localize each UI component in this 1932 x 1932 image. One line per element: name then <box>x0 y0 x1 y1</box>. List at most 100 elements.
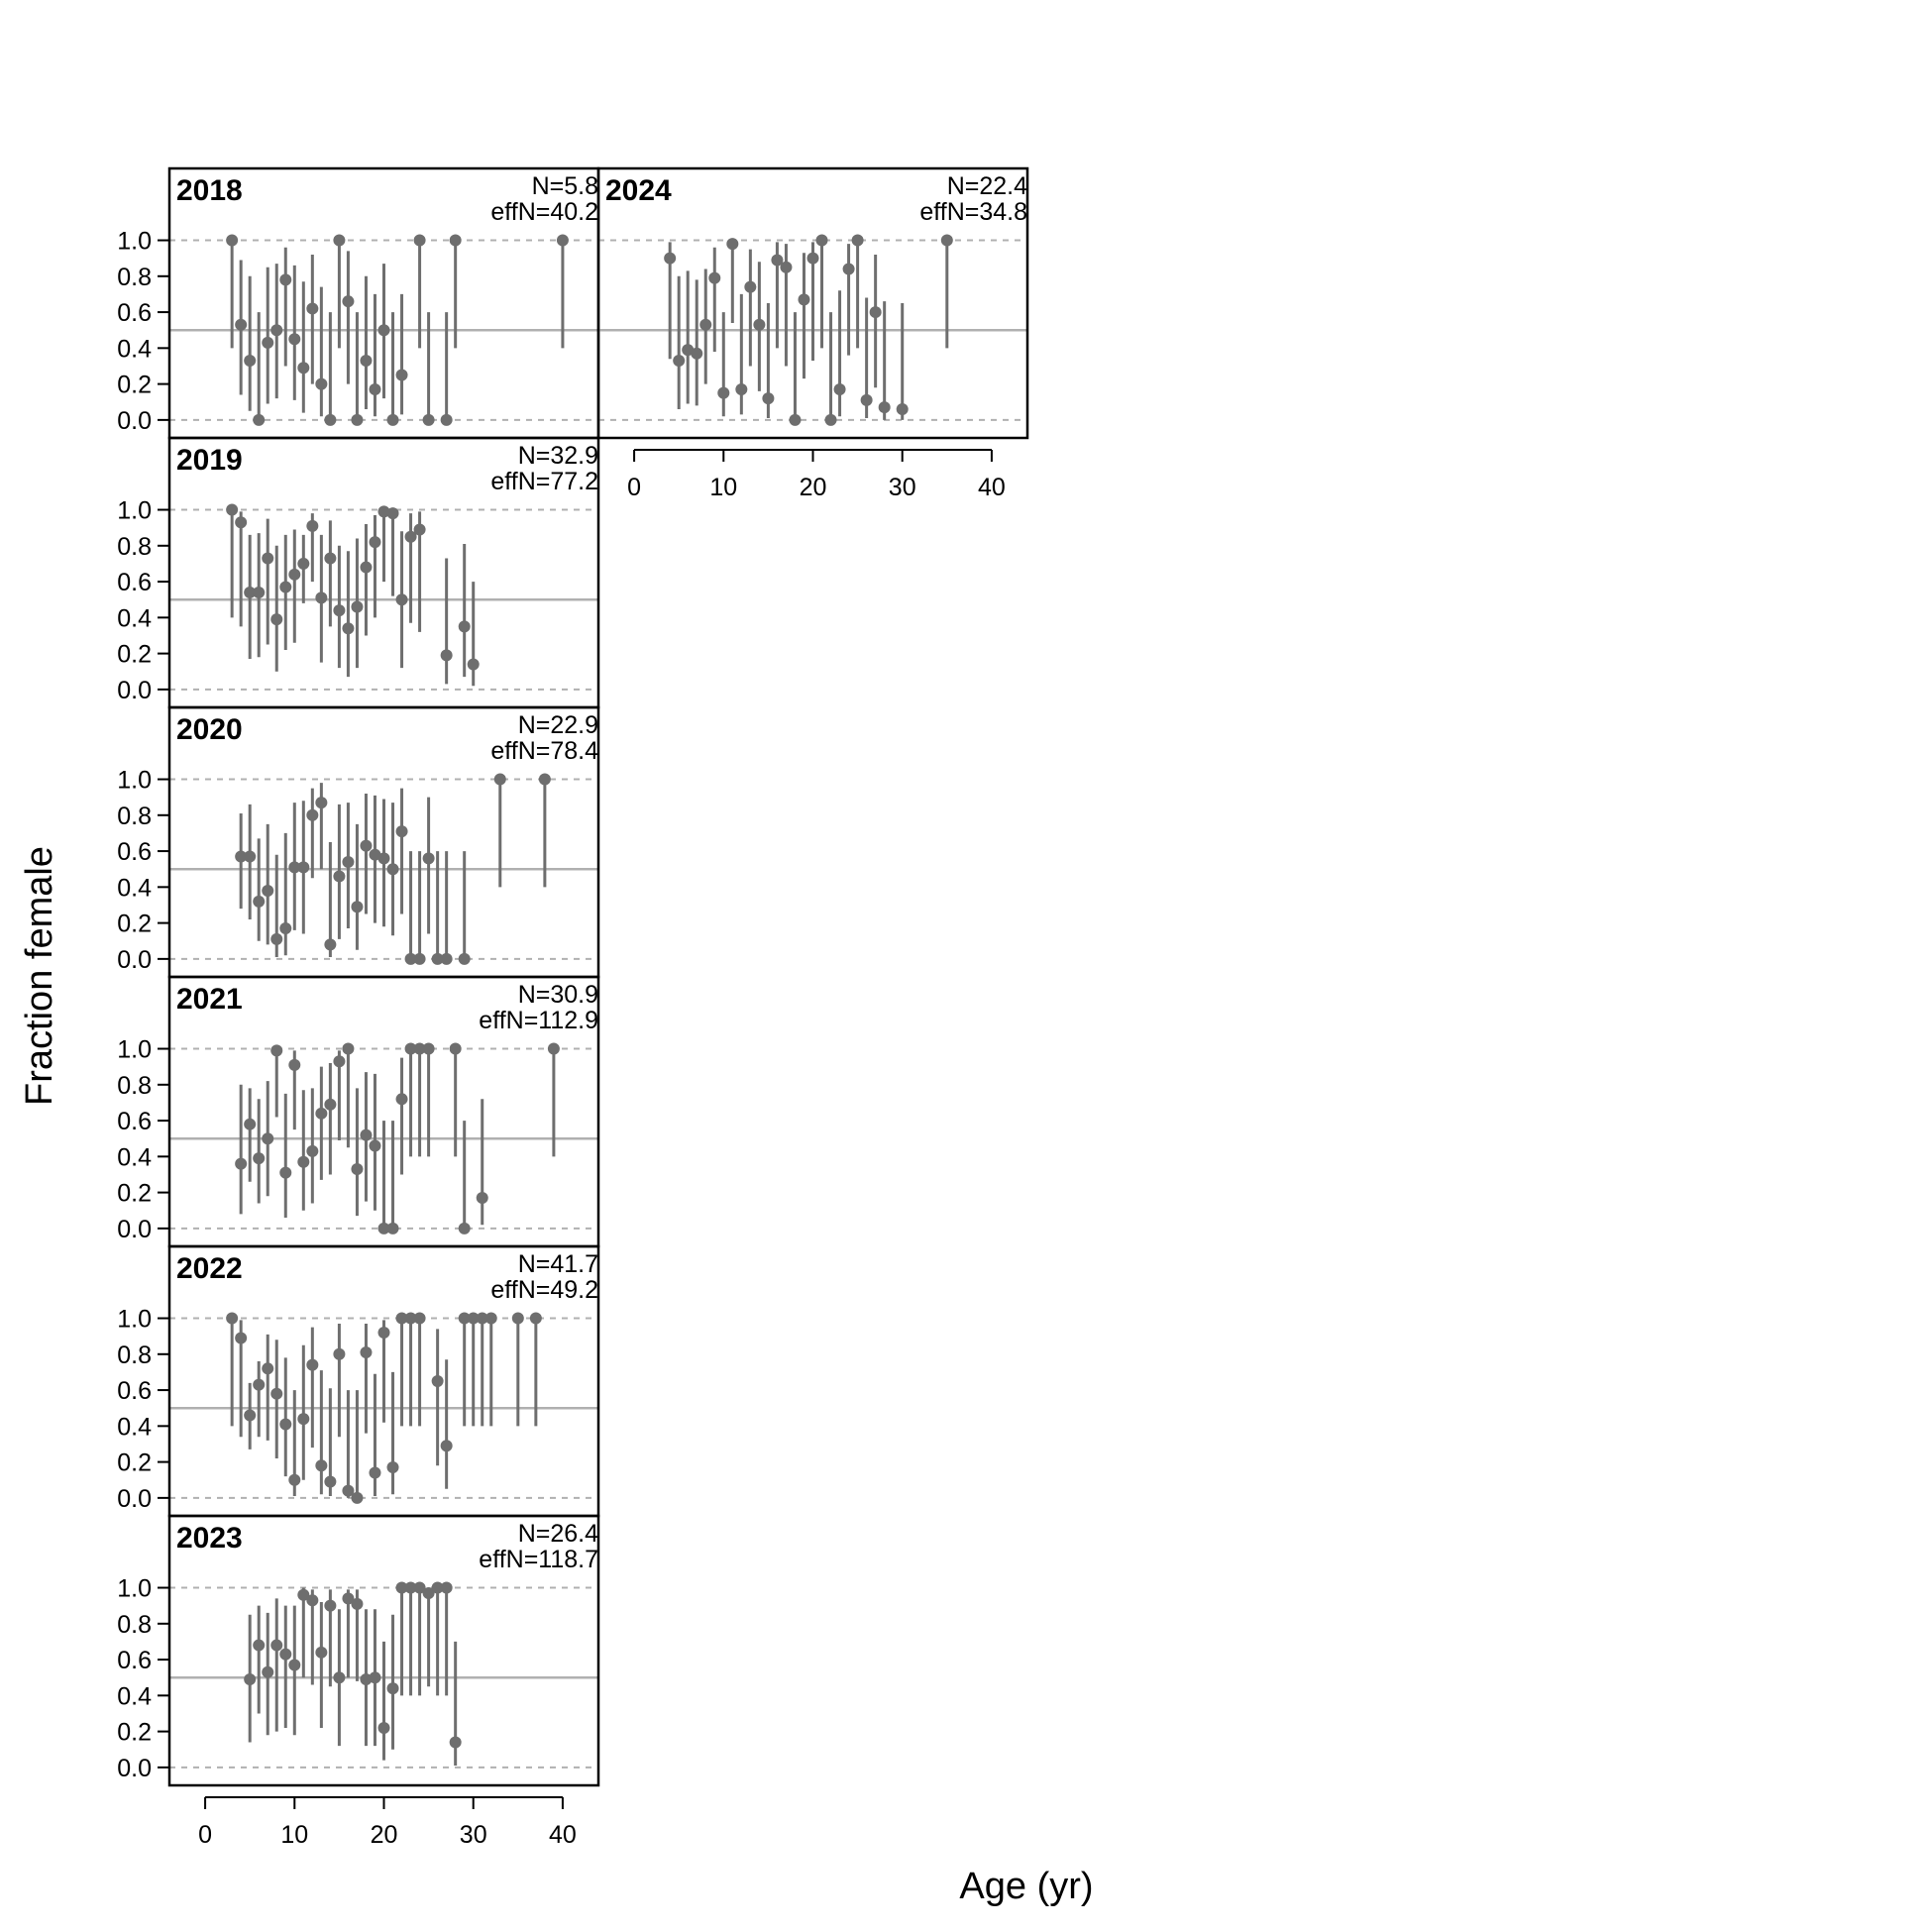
data-point <box>244 850 257 863</box>
data-point <box>235 1157 248 1170</box>
y-tick-label: 1.0 <box>117 497 152 525</box>
data-point <box>511 1312 524 1325</box>
data-point <box>235 1332 248 1344</box>
data-point <box>458 1222 471 1234</box>
x-tick-label: 30 <box>889 474 916 501</box>
y-tick-label: 0.8 <box>117 533 152 561</box>
panel-effn-label: effN=40.2 <box>490 198 598 226</box>
data-point <box>386 1222 399 1234</box>
data-point <box>440 952 453 965</box>
data-point <box>226 234 239 247</box>
data-point <box>377 1222 390 1234</box>
panel-n-label: N=22.4 <box>947 172 1027 200</box>
data-point <box>708 271 721 284</box>
x-tick-label: 10 <box>709 474 737 501</box>
data-point <box>386 507 399 520</box>
data-point <box>297 1155 310 1168</box>
data-point <box>288 1473 301 1486</box>
y-tick-label: 0.6 <box>117 1108 152 1135</box>
data-point <box>726 238 739 251</box>
data-point <box>377 1721 390 1734</box>
data-point <box>413 1581 426 1594</box>
panel-year-label: 2018 <box>176 174 243 207</box>
data-point <box>395 593 408 606</box>
data-point <box>789 413 802 426</box>
data-point <box>342 1592 355 1605</box>
data-point <box>664 252 677 265</box>
panel-frame <box>596 166 1029 440</box>
data-point <box>342 295 355 308</box>
panel-n-label: N=30.9 <box>518 981 598 1009</box>
panel-effn-label: effN=112.9 <box>479 1007 598 1034</box>
data-point <box>226 1312 239 1325</box>
data-point <box>306 1144 319 1157</box>
data-point <box>458 1312 471 1325</box>
data-point <box>431 952 444 965</box>
data-point <box>780 261 793 273</box>
data-point <box>422 1586 435 1599</box>
data-point <box>253 413 266 426</box>
y-tick-label: 0.2 <box>117 1449 152 1477</box>
data-point <box>395 369 408 381</box>
data-point <box>691 347 703 360</box>
data-point <box>369 536 381 549</box>
data-point <box>771 254 784 267</box>
data-point <box>244 1409 257 1422</box>
data-point <box>270 324 283 337</box>
y-tick-label: 0.4 <box>117 335 152 363</box>
data-point <box>270 1387 283 1400</box>
data-point <box>467 1312 480 1325</box>
data-point <box>815 234 828 247</box>
data-point <box>270 1639 283 1652</box>
data-point <box>288 1659 301 1671</box>
y-tick-label: 0.8 <box>117 264 152 291</box>
data-point <box>377 505 390 518</box>
y-tick-label: 1.0 <box>117 1306 152 1334</box>
panel-year-label: 2019 <box>176 444 243 477</box>
data-point <box>422 852 435 865</box>
data-point <box>449 1042 462 1055</box>
y-axis-title: Fraction female <box>19 846 60 1106</box>
y-tick-label: 1.0 <box>117 767 152 795</box>
data-point <box>869 306 882 319</box>
data-point <box>253 1152 266 1165</box>
data-point <box>244 1673 257 1686</box>
data-point <box>842 263 855 275</box>
data-point <box>270 613 283 626</box>
data-point <box>315 1459 328 1472</box>
data-point <box>226 503 239 516</box>
data-point <box>342 1484 355 1497</box>
data-point <box>262 1665 274 1678</box>
data-point <box>431 1581 444 1594</box>
x-tick-label: 10 <box>280 1821 308 1849</box>
y-tick-label: 0.2 <box>117 911 152 938</box>
y-tick-label: 0.4 <box>117 1413 152 1441</box>
data-point <box>324 552 337 565</box>
data-point <box>324 1098 337 1111</box>
data-point <box>404 530 417 543</box>
data-point <box>484 1312 497 1325</box>
data-point <box>279 1648 292 1661</box>
y-tick-label: 0.6 <box>117 1377 152 1405</box>
data-point <box>262 552 274 565</box>
y-tick-label: 0.0 <box>117 407 152 435</box>
y-tick-label: 0.4 <box>117 604 152 632</box>
data-point <box>386 863 399 876</box>
data-point <box>404 1581 417 1594</box>
data-point <box>377 324 390 337</box>
data-point <box>288 861 301 874</box>
data-point <box>744 280 757 293</box>
data-point <box>386 1461 399 1474</box>
panel-n-label: N=5.8 <box>532 172 598 200</box>
panel-effn-label: effN=77.2 <box>490 468 598 495</box>
data-point <box>279 1418 292 1431</box>
panel-effn-label: effN=118.7 <box>479 1546 598 1573</box>
panel-year-label: 2020 <box>176 713 243 746</box>
data-point <box>547 1042 560 1055</box>
y-tick-label: 0.4 <box>117 1143 152 1171</box>
y-tick-label: 1.0 <box>117 1036 152 1064</box>
data-point <box>493 773 506 786</box>
